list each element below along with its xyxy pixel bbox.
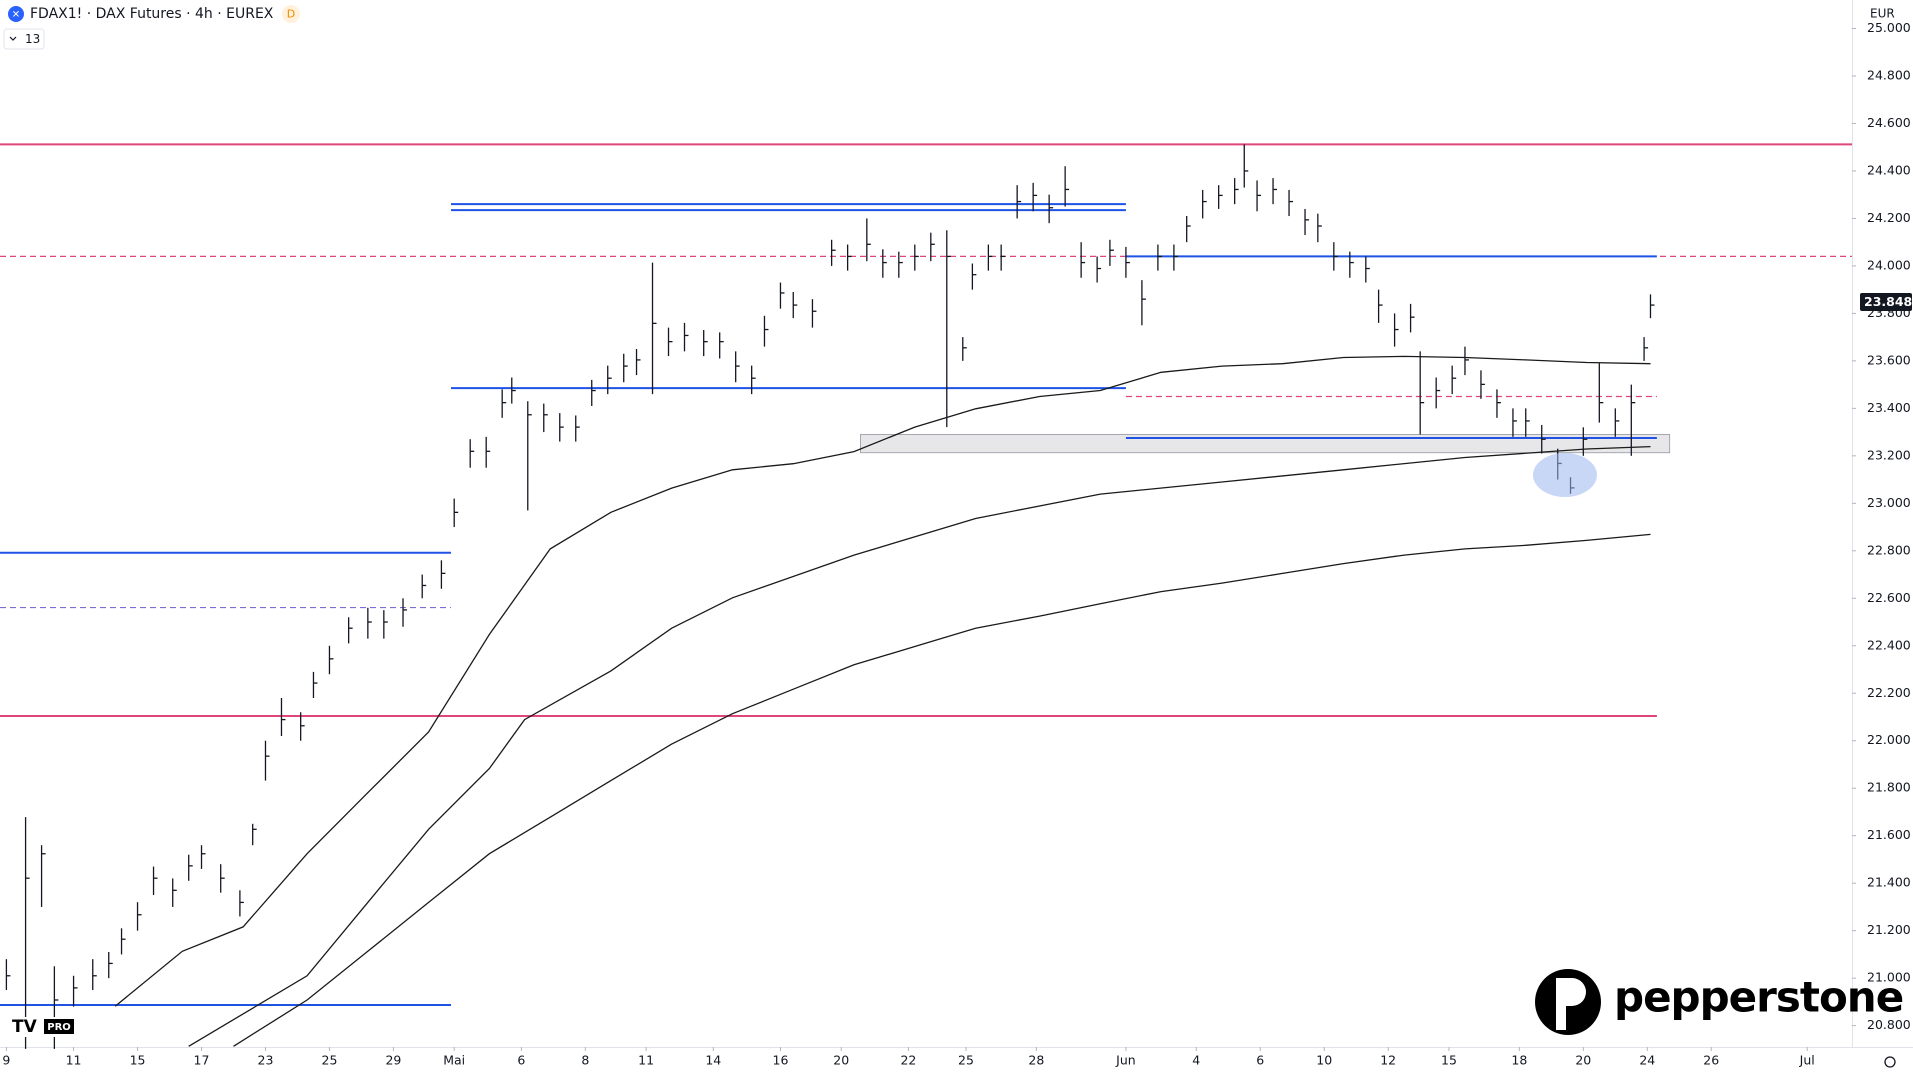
interval-badge-bg: [282, 5, 300, 23]
last-price-tag: [1860, 292, 1912, 311]
moving-average: [188, 445, 1651, 1047]
tv-logo: TV: [12, 1017, 38, 1037]
x-tick-label: 4: [1192, 1053, 1200, 1068]
y-tick-label: 21.200: [1867, 922, 1911, 937]
x-tick-label: 10: [1316, 1053, 1332, 1068]
highlight-ellipse: [1533, 453, 1597, 497]
x-tick-label: Mai: [443, 1053, 465, 1068]
x-tick-label: 9: [2, 1053, 10, 1068]
x-tick-label: 26: [1703, 1053, 1719, 1068]
moving-average: [114, 355, 1651, 1007]
y-tick-label: 22.200: [1867, 685, 1911, 700]
x-tick-label: Jul: [1799, 1053, 1815, 1068]
y-tick-label: 22.600: [1867, 590, 1911, 605]
x-tick-label: 24: [1639, 1053, 1655, 1068]
y-tick-label: 24.000: [1867, 257, 1911, 272]
x-tick-label: 12: [1380, 1053, 1396, 1068]
symbol-logo-mark: ✕: [12, 10, 20, 21]
y-tick-label: 22.800: [1867, 542, 1911, 557]
indicator-toggle[interactable]: [3, 28, 45, 50]
y-tick-label: 21.400: [1867, 875, 1911, 890]
currency[interactable]: EUR: [1870, 7, 1895, 21]
y-tick-label: 22.000: [1867, 732, 1911, 747]
symbol-logo[interactable]: [8, 6, 24, 22]
watermark: pepperstone: [1614, 973, 1903, 1022]
y-tick-label: 20.800: [1867, 1017, 1911, 1032]
x-tick-label: 14: [705, 1053, 721, 1068]
x-tick-label: 25: [322, 1053, 338, 1068]
plot-area: [0, 143, 1852, 1049]
x-tick-label: 15: [1441, 1053, 1457, 1068]
chart-title[interactable]: FDAX1! · DAX Futures · 4h · EUREX: [30, 6, 274, 22]
x-tick-label: 6: [1256, 1053, 1264, 1068]
tv-pro: PRO: [47, 1022, 71, 1033]
x-tick-label: 22: [900, 1053, 916, 1068]
y-tick-label: 21.800: [1867, 780, 1911, 795]
x-tick-label: Jun: [1115, 1053, 1136, 1068]
indicator-count: 13: [25, 32, 40, 46]
x-tick-label: 18: [1511, 1053, 1527, 1068]
x-tick-label: 23: [258, 1053, 274, 1068]
watermark-icon-p: [1556, 978, 1586, 1030]
y-tick-label: 21.600: [1867, 827, 1911, 842]
y-tick-label: 23.000: [1867, 495, 1911, 510]
x-tick-label: 28: [1028, 1053, 1044, 1068]
x-tick-label: 20: [833, 1053, 849, 1068]
x-tick-label: 8: [581, 1053, 589, 1068]
y-tick-label: 21.000: [1867, 970, 1911, 985]
y-tick-label: 24.400: [1867, 162, 1911, 177]
y-tick-label: 24.600: [1867, 115, 1911, 130]
x-tick-label: 17: [194, 1053, 210, 1068]
x-tick-label: 16: [773, 1053, 789, 1068]
moving-average: [233, 533, 1651, 1047]
last-price-label: 23.848: [1864, 294, 1912, 309]
chevron: [9, 36, 17, 41]
y-tick-label: 23.200: [1867, 447, 1911, 462]
tv-pro-bg: [44, 1019, 74, 1034]
x-tick-label: 11: [638, 1053, 654, 1068]
x-tick-label: 25: [958, 1053, 974, 1068]
x-tick-label: 15: [130, 1053, 146, 1068]
y-tick-label: 24.200: [1867, 210, 1911, 225]
settings-icon[interactable]: [1884, 1056, 1896, 1068]
y-tick-label: 23.400: [1867, 400, 1911, 415]
y-tick-label: 22.400: [1867, 637, 1911, 652]
x-tick-label: 29: [385, 1053, 401, 1068]
y-tick-label: 24.800: [1867, 67, 1911, 82]
x-tick-label: 20: [1575, 1053, 1591, 1068]
y-tick-label: 25.000: [1867, 20, 1911, 35]
y-tick-label: 23.600: [1867, 352, 1911, 367]
interval-badge[interactable]: D: [287, 8, 295, 21]
x-tick-label: 6: [517, 1053, 525, 1068]
support-zone: [860, 434, 1671, 454]
x-tick-label: 11: [66, 1053, 82, 1068]
